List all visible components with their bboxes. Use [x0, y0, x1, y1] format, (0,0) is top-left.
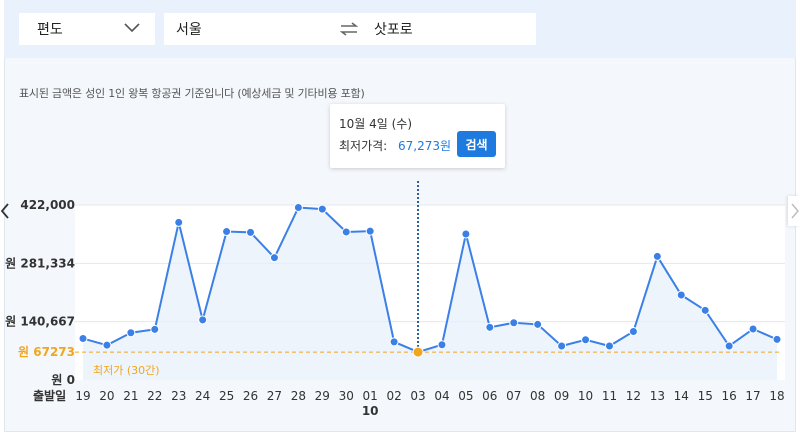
destination-field[interactable]: 삿포로 [374, 22, 413, 38]
data-point [293, 202, 303, 212]
data-point [604, 341, 614, 351]
data-point [700, 305, 710, 315]
lowest-price-note: 최저가 (30간) [93, 364, 160, 377]
x-tick-label: 02 [386, 389, 401, 403]
data-point [150, 324, 160, 334]
prev-button[interactable] [0, 196, 12, 226]
x-tick-label: 13 [650, 389, 665, 403]
x-tick-label: 11 [602, 389, 617, 403]
month-marker-label: 10 [362, 404, 379, 418]
y-tick-label: 원 140,667 [5, 315, 75, 329]
lowest-price-label: 원 67273 [18, 345, 75, 359]
data-point [365, 226, 375, 236]
y-tick-label: 422,000 [20, 198, 75, 212]
data-point [652, 251, 662, 261]
x-tick-label: 27 [267, 389, 282, 403]
data-point [772, 334, 782, 344]
data-point [581, 335, 591, 345]
data-point [126, 328, 136, 338]
fare-tooltip: 10월 4일 (수) 최저가격: 67,273원 검색 [330, 104, 505, 168]
tooltip-lowest-value: 67,273원 [398, 139, 452, 153]
x-tick-label: 20 [99, 389, 114, 403]
data-point [198, 315, 208, 325]
x-tick-label: 28 [291, 389, 306, 403]
y-tick-label: 원 281,334 [5, 256, 75, 270]
data-point [317, 204, 327, 214]
data-point [437, 340, 447, 350]
data-point [102, 340, 112, 350]
data-point [533, 319, 543, 329]
fare-notice: 표시된 금액은 성인 1인 왕복 항공권 기준입니다 (예상세금 및 기타비용 … [19, 87, 365, 100]
x-tick-label: 05 [458, 389, 473, 403]
x-tick-label: 23 [171, 389, 186, 403]
x-tick-label: 26 [243, 389, 258, 403]
next-button[interactable] [788, 196, 800, 226]
data-point [341, 227, 351, 237]
x-tick-label: 14 [674, 389, 689, 403]
x-tick-label: 09 [554, 389, 569, 403]
x-tick-label: 18 [769, 389, 784, 403]
series-line [82, 206, 778, 354]
x-tick-label: 08 [530, 389, 545, 403]
swap-arrows-icon[interactable] [340, 22, 358, 36]
series-area [83, 207, 777, 380]
data-point [269, 253, 279, 263]
data-point [676, 290, 686, 300]
x-tick-label: 15 [698, 389, 713, 403]
x-tick-label: 16 [721, 389, 736, 403]
x-tick-label: 29 [315, 389, 330, 403]
data-point [557, 341, 567, 351]
data-point [628, 326, 638, 336]
data-point [246, 227, 256, 237]
x-tick-label: 01 [363, 389, 378, 403]
x-tick-label: 24 [195, 389, 210, 403]
x-tick-label: 21 [123, 389, 138, 403]
tooltip-lowest-label: 최저가격: [339, 139, 388, 153]
data-point [222, 227, 232, 237]
x-tick-label: 10 [578, 389, 593, 403]
data-point [748, 324, 758, 334]
chevron-right-icon [791, 203, 799, 219]
chevron-left-icon [0, 203, 9, 219]
route-field[interactable]: 서울 삿포로 [164, 13, 536, 45]
y-tick-label: 원 0 [51, 373, 75, 387]
x-tick-label: 25 [219, 389, 234, 403]
x-tick-label: 22 [147, 389, 162, 403]
search-button[interactable]: 검색 [457, 131, 496, 157]
data-point [485, 322, 495, 332]
tooltip-date: 10월 4일 (수) [339, 117, 413, 131]
data-point [78, 334, 88, 344]
data-point [724, 341, 734, 351]
x-tick-label: 04 [434, 389, 449, 403]
data-point [174, 217, 184, 227]
x-axis-label: 출발일 [33, 388, 66, 403]
origin-field[interactable]: 서울 [176, 22, 202, 38]
x-tick-label: 17 [745, 389, 760, 403]
x-tick-label: 19 [75, 389, 90, 403]
x-tick-label: 03 [410, 389, 425, 403]
data-point [389, 337, 399, 347]
data-point [509, 318, 519, 328]
chevron-down-icon [124, 23, 140, 33]
x-tick-label: 07 [506, 389, 521, 403]
data-point [412, 346, 424, 358]
x-tick-label: 06 [482, 389, 497, 403]
x-tick-label: 30 [339, 389, 354, 403]
x-tick-label: 12 [626, 389, 641, 403]
data-point [461, 229, 471, 239]
trip-type-select[interactable]: 편도 [19, 13, 155, 45]
trip-type-value: 편도 [37, 22, 63, 38]
